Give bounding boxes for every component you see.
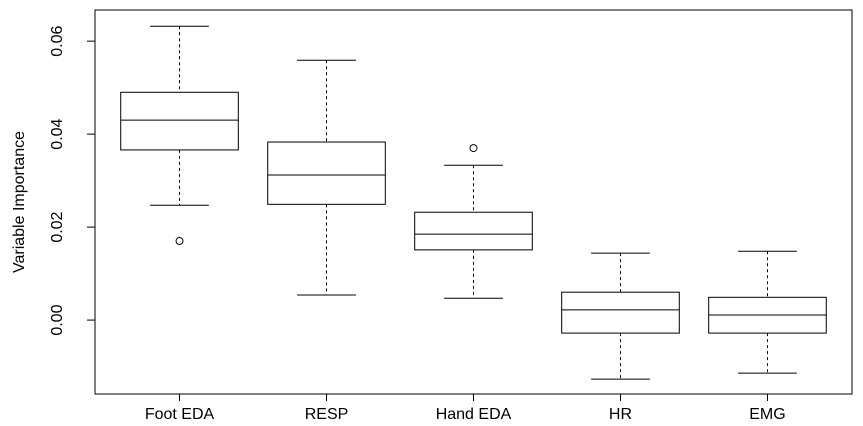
y-axis-label: Variable Importance [11, 131, 28, 273]
box [414, 211, 533, 251]
box [267, 141, 386, 205]
outlier [175, 237, 184, 246]
x-tick-label: HR [609, 406, 632, 423]
x-tick-label: EMG [749, 406, 785, 423]
y-tick-label: 0.02 [49, 211, 66, 242]
x-tick-label: Hand EDA [436, 406, 512, 423]
box [561, 291, 680, 334]
box [120, 91, 239, 151]
y-tick-label: 0.06 [49, 25, 66, 56]
outlier [469, 144, 478, 153]
x-tick-label: Foot EDA [145, 406, 215, 423]
x-tick-label: RESP [305, 406, 349, 423]
y-tick-label: 0.04 [49, 118, 66, 149]
y-tick-label: 0.00 [49, 304, 66, 335]
